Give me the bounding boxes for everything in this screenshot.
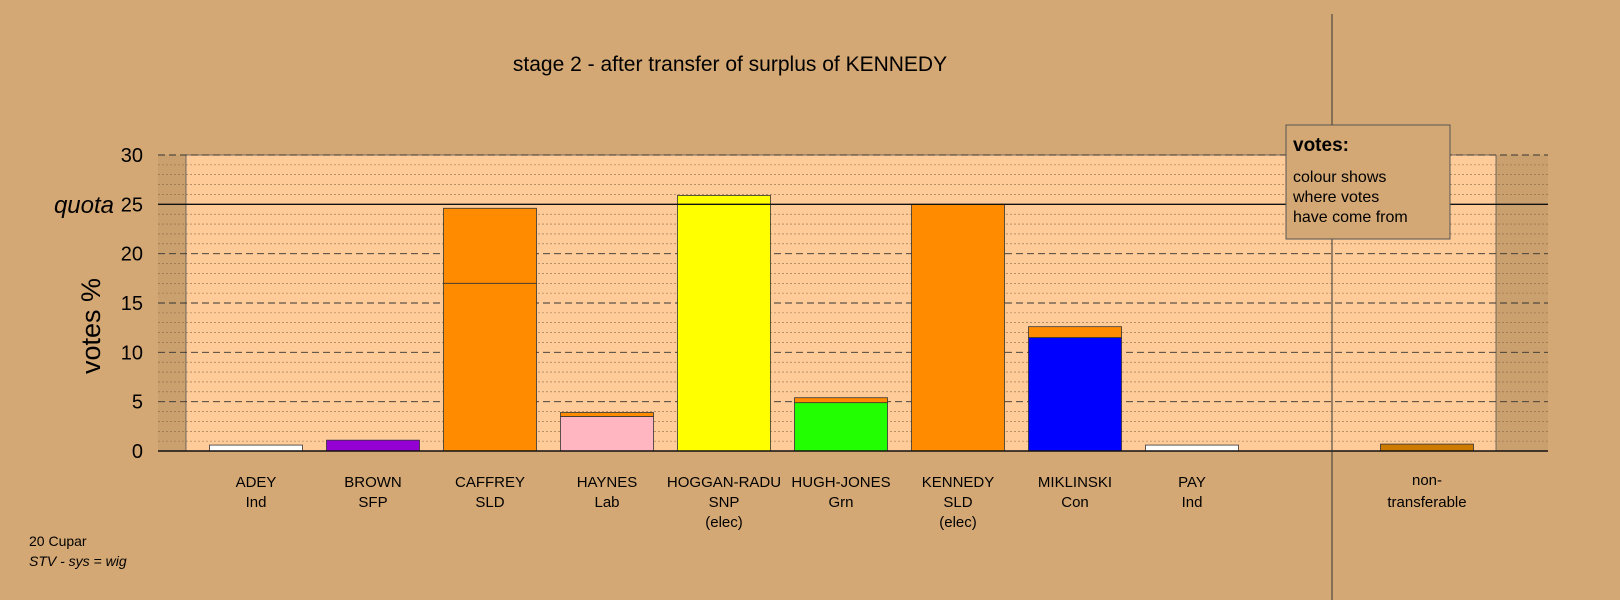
bar-segment bbox=[794, 402, 888, 452]
category-name: HUGH-JONES bbox=[791, 474, 890, 491]
legend-line-3: have come from bbox=[1293, 209, 1408, 226]
nontransferable-label-2: transferable bbox=[1387, 494, 1466, 511]
category-party: Ind bbox=[1182, 494, 1203, 511]
category-name: HOGGAN-RADU bbox=[667, 474, 781, 491]
category-name: PAY bbox=[1178, 474, 1206, 491]
category-name: BROWN bbox=[344, 474, 402, 491]
bar-segment bbox=[677, 195, 771, 452]
footer-system: STV - sys = wig bbox=[29, 553, 127, 569]
bar-segment bbox=[443, 282, 537, 452]
legend-line-2: where votes bbox=[1292, 189, 1379, 206]
y-tick-label: 15 bbox=[121, 293, 143, 315]
category-name: CAFFREY bbox=[455, 474, 525, 491]
y-axis-label: votes % bbox=[76, 278, 106, 374]
bars bbox=[209, 195, 1474, 452]
category-party: SNP bbox=[709, 494, 740, 511]
y-tick-label: 0 bbox=[132, 441, 143, 463]
y-tick-label: 30 bbox=[121, 145, 143, 167]
category-party: Con bbox=[1061, 494, 1089, 511]
legend: votes: colour shows where votes have com… bbox=[1285, 124, 1451, 240]
category-party: Grn bbox=[828, 494, 853, 511]
category-name: ADEY bbox=[236, 474, 277, 491]
category-name: MIKLINSKI bbox=[1038, 474, 1112, 491]
bar-segment bbox=[1145, 444, 1239, 452]
bar-segment bbox=[911, 203, 1005, 452]
bar-segment bbox=[560, 416, 654, 452]
bar-segment bbox=[560, 412, 654, 417]
y-tick-label: 10 bbox=[121, 342, 143, 364]
bar-segment bbox=[443, 207, 537, 284]
category-name: HAYNES bbox=[577, 474, 638, 491]
bar-segment bbox=[794, 397, 888, 404]
nontransferable-label-1: non- bbox=[1412, 472, 1442, 489]
footer-constituency: 20 Cupar bbox=[29, 533, 87, 549]
category-note: (elec) bbox=[939, 514, 977, 531]
bar-segment bbox=[326, 439, 420, 452]
y-tick-label: 25 bbox=[121, 194, 143, 216]
legend-line-1: colour shows bbox=[1293, 169, 1386, 186]
bar-nontransferable bbox=[1380, 443, 1474, 452]
bar-segment bbox=[209, 444, 303, 452]
chart-title: stage 2 - after transfer of surplus of K… bbox=[513, 53, 947, 76]
legend-box bbox=[1285, 124, 1451, 240]
category-party: SLD bbox=[475, 494, 504, 511]
quota-label: quota bbox=[54, 192, 114, 219]
y-tick-label: 20 bbox=[121, 244, 143, 266]
category-name: KENNEDY bbox=[922, 474, 995, 491]
category-party: Lab bbox=[594, 494, 619, 511]
category-note: (elec) bbox=[705, 514, 743, 531]
category-party: Ind bbox=[246, 494, 267, 511]
category-labels: ADEY Ind BROWN SFP CAFFREY SLD HAYNES Lab HOGGAN… bbox=[236, 472, 1467, 531]
legend-title: votes: bbox=[1293, 135, 1349, 156]
category-party: SLD bbox=[943, 494, 972, 511]
y-tick-label: 5 bbox=[132, 392, 143, 414]
y-ticks: 0 5 10 15 20 25 30 bbox=[121, 145, 143, 463]
category-party: SFP bbox=[358, 494, 387, 511]
bar-segment bbox=[1028, 337, 1122, 452]
bar-segment bbox=[1028, 326, 1122, 338]
